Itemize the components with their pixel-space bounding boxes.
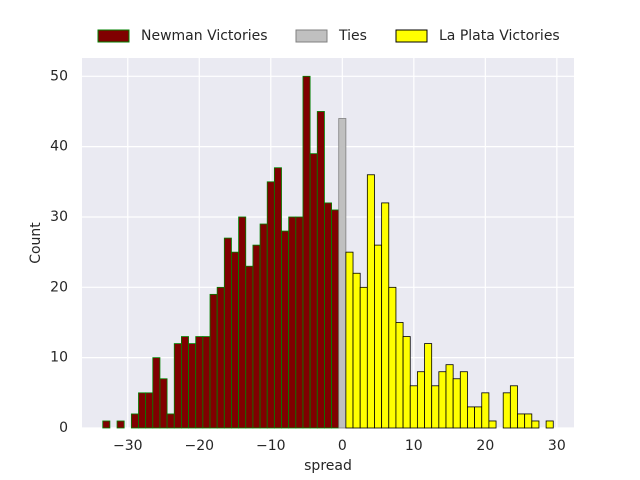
x-tick-label: 0 <box>338 438 347 454</box>
histogram-bar <box>467 406 475 429</box>
histogram-bar <box>338 118 347 429</box>
y-tick-label: 30 <box>50 209 68 225</box>
histogram-bar <box>331 209 340 429</box>
x-tick-label: −30 <box>113 438 143 454</box>
histogram-bar <box>345 251 354 429</box>
histogram-bar <box>388 286 397 429</box>
y-tick-label: 40 <box>50 139 68 155</box>
histogram-bar <box>202 336 211 429</box>
x-tick-label: 30 <box>548 438 566 454</box>
histogram-bar <box>288 216 297 429</box>
legend-label: Newman Victories <box>141 28 268 44</box>
histogram-bar <box>502 392 511 429</box>
histogram-bar <box>295 216 304 429</box>
histogram-bar <box>159 378 168 429</box>
histogram-bar <box>474 406 483 429</box>
x-axis-label: spread <box>304 458 352 474</box>
histogram-bar <box>145 392 154 429</box>
histogram-bar <box>524 413 533 429</box>
histogram-bar <box>517 413 526 429</box>
histogram-bar <box>545 420 554 429</box>
histogram-bar <box>324 202 332 429</box>
histogram-bar <box>273 167 282 429</box>
legend-label: La Plata Victories <box>439 28 560 44</box>
histogram-bar <box>231 251 240 429</box>
histogram-bar <box>402 336 411 429</box>
histogram-bar <box>166 413 175 429</box>
y-axis-label: Count <box>28 222 44 264</box>
x-tick-label: −10 <box>256 438 286 454</box>
x-tick-label: 10 <box>405 438 423 454</box>
histogram-bar <box>130 413 139 429</box>
legend-label: Ties <box>338 28 367 44</box>
histogram-bar <box>116 420 125 429</box>
histogram-bar <box>173 343 182 429</box>
y-tick-label: 0 <box>59 420 68 436</box>
histogram-bar <box>531 420 540 429</box>
histogram-bar <box>181 336 189 429</box>
histogram-bar <box>416 371 425 429</box>
histogram-bar <box>481 392 490 429</box>
legend-swatch <box>395 29 428 43</box>
histogram-bar <box>488 420 497 429</box>
histogram-bar <box>238 216 247 429</box>
histogram-bar <box>409 385 418 429</box>
legend-swatch <box>97 29 130 43</box>
histogram-bar <box>309 153 318 429</box>
histogram-bar <box>359 286 368 429</box>
histogram-bar <box>452 378 461 429</box>
histogram-bar <box>459 371 468 429</box>
histogram-bar <box>509 385 518 429</box>
histogram-bar <box>259 223 268 429</box>
histogram-bar <box>352 272 361 429</box>
histogram-bar <box>223 237 232 429</box>
histogram-bar <box>252 244 261 429</box>
histogram-bar <box>209 293 218 429</box>
histogram-bar <box>445 364 454 429</box>
y-tick-label: 50 <box>50 68 68 84</box>
histogram-bar <box>102 420 111 429</box>
histogram-bar <box>281 230 290 429</box>
histogram-bar <box>431 385 440 429</box>
histogram-bar <box>266 181 275 429</box>
histogram-bar <box>395 322 404 429</box>
y-tick-label: 20 <box>50 279 68 295</box>
x-tick-label: −20 <box>185 438 215 454</box>
histogram-bar <box>366 174 375 429</box>
histogram-bar <box>138 392 147 429</box>
histogram-bar <box>245 265 254 429</box>
y-tick-label: 10 <box>50 350 68 366</box>
histogram-bar <box>152 357 161 429</box>
histogram-bar <box>195 336 204 429</box>
histogram-bar <box>381 202 390 429</box>
x-tick-label: 20 <box>476 438 494 454</box>
histogram-bar <box>188 343 197 429</box>
legend-swatch <box>295 29 328 43</box>
histogram-bar <box>302 75 311 429</box>
histogram-bar <box>438 371 447 429</box>
histogram-bar <box>374 244 383 429</box>
histogram-bar <box>216 286 225 429</box>
histogram-bar <box>424 343 433 429</box>
histogram-bar <box>316 111 325 429</box>
